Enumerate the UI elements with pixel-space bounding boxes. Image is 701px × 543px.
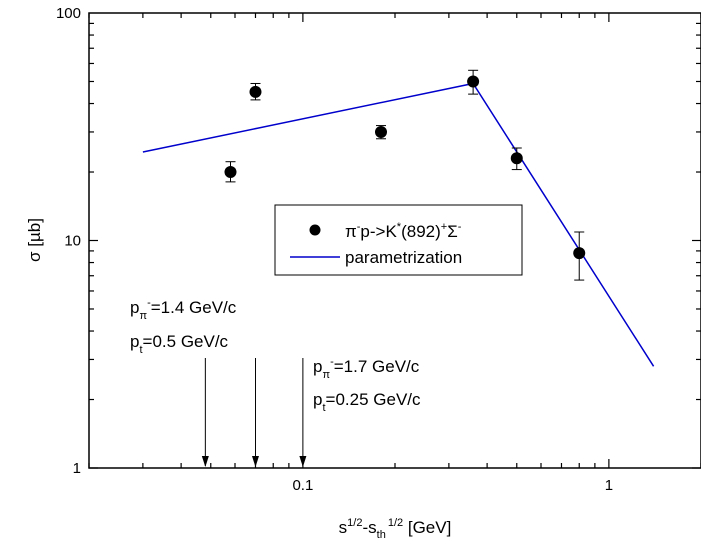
annotation-2-line-2: pt=0.25 GeV/c [313,390,421,414]
data-point [249,85,262,98]
y-tick-label: 1 [73,460,81,477]
annotation-2-line-1: pπ-=1.7 GeV/c [313,356,420,381]
annotation-1-line-2: pt=0.5 GeV/c [130,332,229,356]
data-point [467,75,480,88]
legend-label-data: π-p->K*(892)+Σ- [345,221,462,241]
y-tick-label: 100 [56,5,81,22]
annotation-1: pπ-=1.4 GeV/c pt=0.5 GeV/c [130,297,237,356]
y-tick-label: 10 [64,233,81,250]
annotation-1-line-1: pπ-=1.4 GeV/c [130,297,237,322]
x-tick-label: 0.1 [292,477,313,494]
x-tick-label: 1 [605,477,613,494]
data-point [510,152,523,165]
legend-marker-data [309,224,321,236]
x-axis-title: s1/2-sth1/2 [GeV] [339,517,452,541]
legend-label-line: parametrization [345,248,462,267]
data-point [374,125,387,138]
annotation-arrow-head [299,456,307,467]
annotation-arrow-head [251,456,259,467]
annotation-arrow-head [201,456,209,467]
data-point [224,166,237,179]
annotation-2: pπ-=1.7 GeV/c pt=0.25 GeV/c [313,356,421,414]
legend-box [274,204,523,276]
data-point [573,247,586,260]
legend: π-p->K*(892)+Σ- parametrization [274,204,523,276]
y-axis-title: σ [µb] [25,218,44,262]
